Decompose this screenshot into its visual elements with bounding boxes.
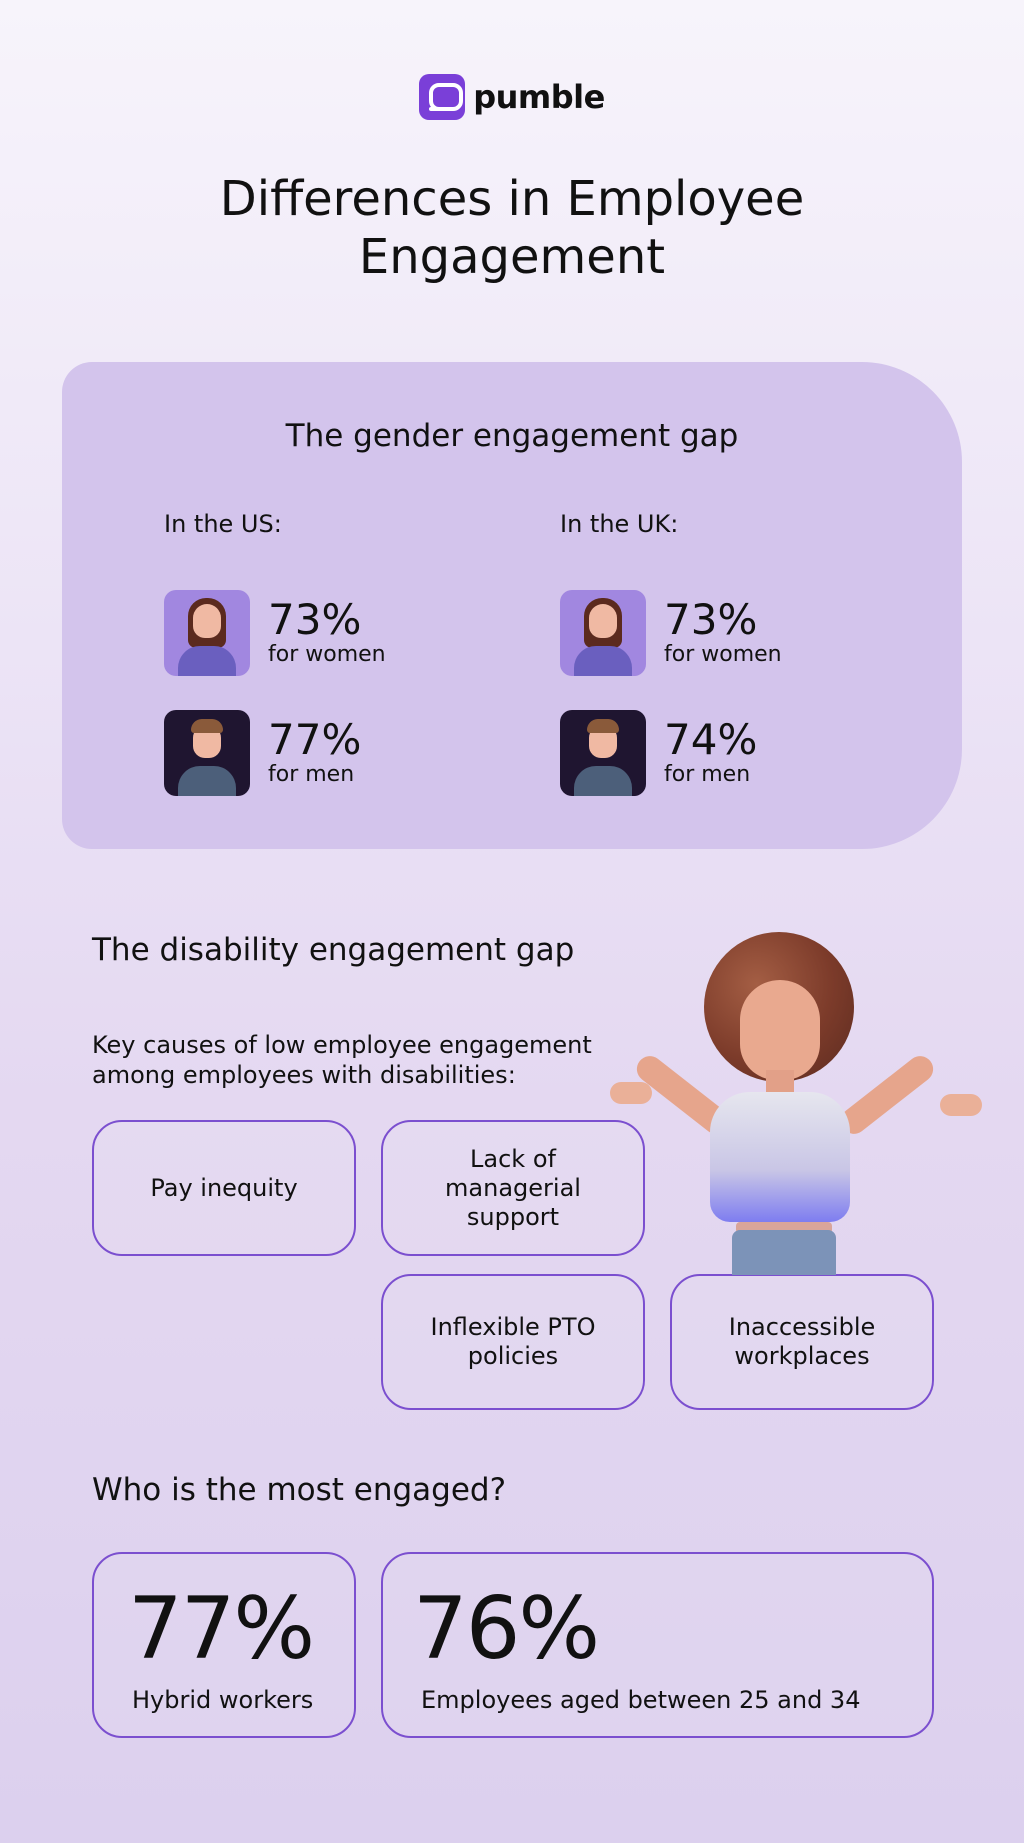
us-men-label: for men <box>268 762 355 787</box>
cause-inflexible-pto: Inflexible PTO policies <box>381 1274 645 1410</box>
age-group-value: 76% <box>413 1579 600 1679</box>
brand-logo: pumble <box>0 74 1024 120</box>
hybrid-workers-value: 77% <box>128 1579 315 1679</box>
us-men-stat: 77% for men <box>164 710 361 796</box>
age-group-label: Employees aged between 25 and 34 <box>421 1686 861 1714</box>
cause-managerial-support: Lack of managerial support <box>381 1120 645 1256</box>
brand-name: pumble <box>473 78 605 116</box>
us-women-value: 73% <box>268 595 362 644</box>
uk-women-stat: 73% for women <box>560 590 782 676</box>
hybrid-workers-card: 77% Hybrid workers <box>92 1552 356 1738</box>
uk-label: In the UK: <box>560 510 679 538</box>
most-engaged-title: Who is the most engaged? <box>92 1472 507 1508</box>
hybrid-workers-label: Hybrid workers <box>132 1686 314 1714</box>
pumble-logo-icon <box>419 74 466 120</box>
causes-intro: Key causes of low employee engagement am… <box>92 1031 592 1089</box>
age-group-card: 76% Employees aged between 25 and 34 <box>381 1552 934 1738</box>
shrugging-woman-illustration <box>606 930 986 1275</box>
man-avatar-icon <box>164 710 250 796</box>
uk-women-value: 73% <box>664 595 758 644</box>
uk-men-label: for men <box>664 762 751 787</box>
gender-gap-title: The gender engagement gap <box>285 418 739 454</box>
us-men-value: 77% <box>268 715 362 764</box>
us-women-label: for women <box>268 642 386 667</box>
uk-women-label: for women <box>664 642 782 667</box>
us-women-stat: 73% for women <box>164 590 386 676</box>
page-title: Differences in Employee Engagement <box>219 171 805 285</box>
man-avatar-icon <box>560 710 646 796</box>
us-label: In the US: <box>164 510 282 538</box>
woman-avatar-icon <box>560 590 646 676</box>
cause-pay-inequity: Pay inequity <box>92 1120 356 1256</box>
cause-inaccessible-workplaces: Inaccessible workplaces <box>670 1274 934 1410</box>
gender-gap-card: The gender engagement gap In the US: In … <box>62 362 962 849</box>
uk-men-value: 74% <box>664 715 758 764</box>
uk-men-stat: 74% for men <box>560 710 757 796</box>
disability-gap-title: The disability engagement gap <box>92 932 575 968</box>
woman-avatar-icon <box>164 590 250 676</box>
